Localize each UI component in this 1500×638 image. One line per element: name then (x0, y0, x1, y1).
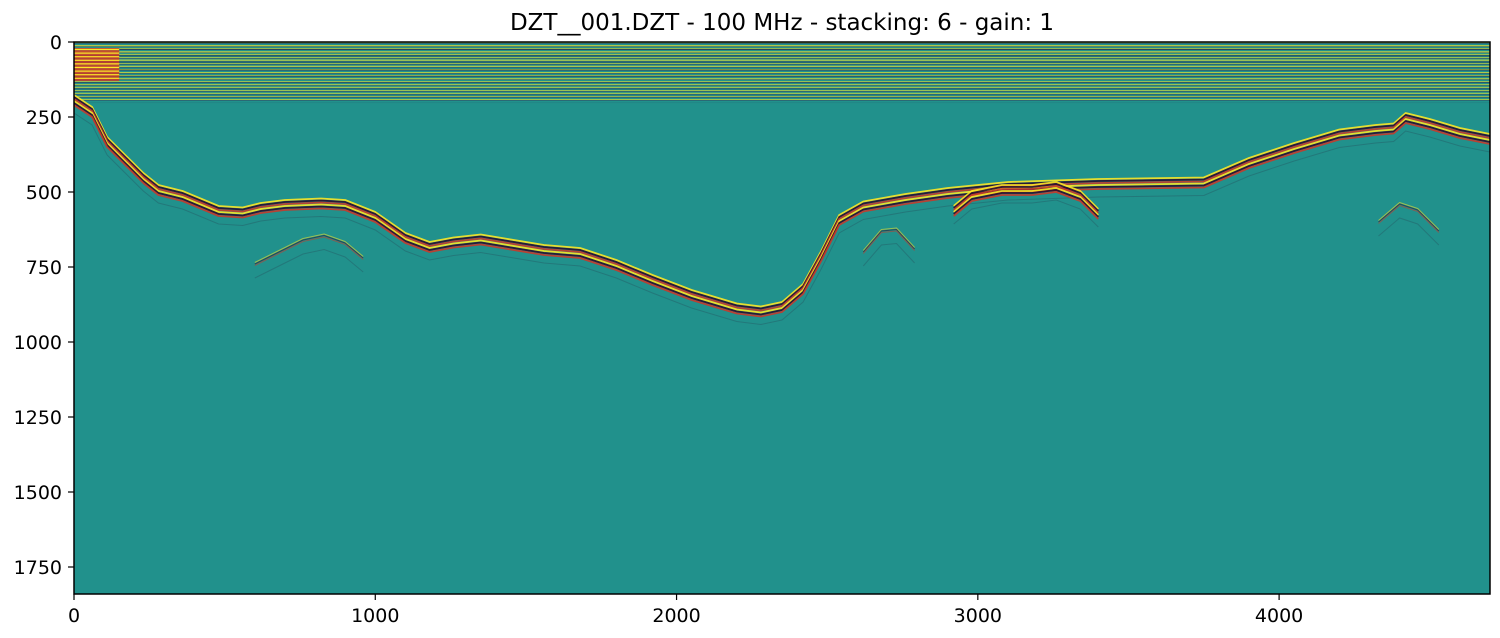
reflector-trace (953, 187, 1099, 216)
y-tick-label: 250 (26, 107, 62, 129)
reflector-trace (74, 98, 1490, 312)
heatmap-background (74, 42, 1490, 594)
reflector-halo (953, 199, 1099, 228)
reflector-trace (953, 191, 1099, 220)
reflector-trace (74, 102, 1490, 316)
reflector-halo (254, 248, 364, 279)
reflector-halo (74, 112, 1490, 326)
reflector-trace (74, 104, 1490, 318)
reflector-trace (254, 234, 364, 265)
reflector-trace (862, 228, 916, 253)
reflector-trace (862, 230, 916, 254)
reflector-trace (74, 94, 1490, 308)
reflector-hyperbola-far-right (1378, 201, 1440, 246)
reflector-hyperbola-mid-left (254, 233, 364, 279)
reflector-trace (953, 185, 1099, 214)
x-tick-label: 4000 (1255, 605, 1303, 627)
reflector-hyperbola-right (953, 181, 1099, 228)
reflector-trace (1378, 203, 1440, 232)
reflector-layer (74, 94, 1490, 326)
reflector-trace (1378, 204, 1440, 233)
direct-wave-band (74, 42, 1490, 104)
x-tick-label: 0 (68, 605, 80, 627)
y-tick-label: 750 (26, 257, 62, 279)
reflector-trace (953, 189, 1099, 218)
x-axis: 0 1000 2000 3000 4000 (68, 594, 1303, 627)
y-axis: 0 250 500 750 1000 1250 1500 1750 (14, 32, 74, 579)
reflector-trace (254, 236, 364, 266)
y-tick-label: 0 (50, 32, 62, 54)
y-tick-label: 1500 (14, 482, 62, 504)
plot-frame (73, 41, 1491, 595)
chart-title: DZT__001.DZT - 100 MHz - stacking: 6 - g… (510, 10, 1054, 36)
reflector-trace (953, 183, 1099, 212)
y-tick-label: 1000 (14, 332, 62, 354)
reflector-halo (1378, 217, 1440, 246)
reflector-trace (254, 233, 364, 263)
reflector-trace (74, 100, 1490, 314)
x-tick-label: 2000 (652, 605, 700, 627)
y-tick-label: 1750 (14, 557, 62, 579)
reflector-hyperbola-mid-right (862, 227, 916, 267)
y-tick-label: 1250 (14, 407, 62, 429)
reflector-trace (862, 227, 916, 251)
x-tick-label: 1000 (351, 605, 399, 627)
reflector-trace (1378, 201, 1440, 230)
reflector-trace (953, 181, 1099, 210)
reflector-trace (74, 96, 1490, 310)
direct-wave-stripes (74, 42, 1490, 102)
y-tick-label: 500 (26, 182, 62, 204)
reflector-primary (74, 94, 1490, 326)
reflector-halo (862, 242, 915, 267)
x-tick-label: 3000 (954, 605, 1002, 627)
plot-area (74, 42, 1490, 594)
